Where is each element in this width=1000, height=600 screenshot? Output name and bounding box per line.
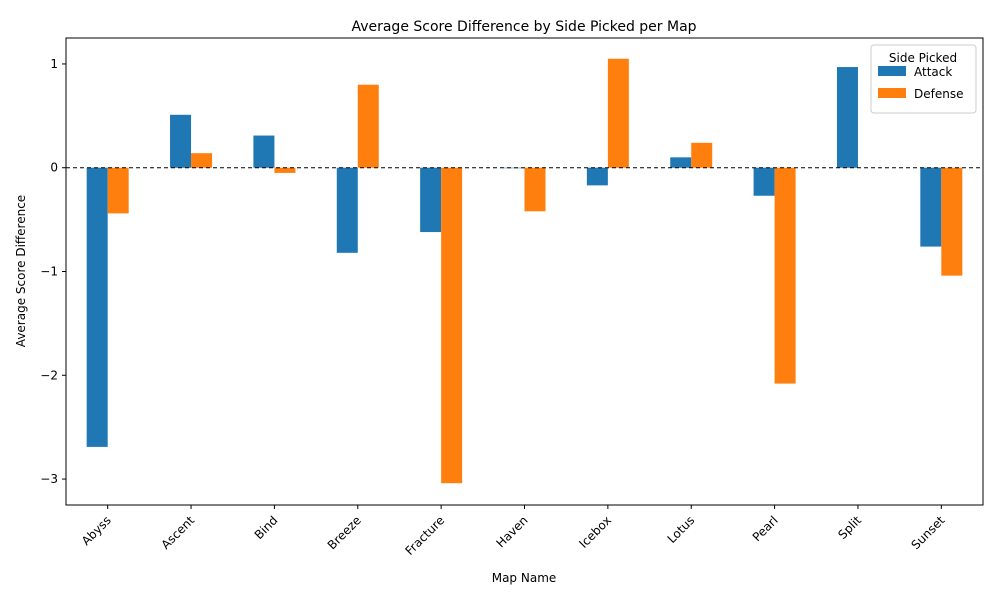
y-tick-label: −1 — [40, 265, 58, 279]
bar-defense-fracture — [441, 167, 463, 484]
bar-attack-split — [836, 67, 858, 168]
bar-attack-fracture — [420, 167, 442, 233]
legend-title: Side Picked — [889, 51, 957, 65]
bar-defense-ascent — [191, 153, 213, 168]
y-tick-label: 1 — [50, 57, 58, 71]
legend: Side Picked Attack Defense — [870, 44, 977, 114]
plot-frame — [65, 37, 984, 506]
y-tick-label: −2 — [40, 368, 58, 382]
bar-defense-icebox — [607, 58, 629, 168]
bar-defense-lotus — [691, 142, 713, 168]
bar-defense-abyss — [107, 167, 129, 214]
legend-swatch-attack — [878, 66, 906, 76]
bar-defense-pearl — [774, 167, 796, 384]
y-axis-label: Average Score Difference — [14, 195, 28, 347]
bar-attack-icebox — [586, 167, 608, 186]
y-tick-label: −3 — [40, 472, 58, 486]
bar-attack-breeze — [336, 167, 358, 253]
bar-attack-bind — [253, 135, 275, 168]
y-tick-label: 0 — [50, 161, 58, 175]
legend-swatch-defense — [878, 88, 906, 98]
bar-defense-breeze — [357, 84, 379, 168]
bar-defense-sunset — [941, 167, 963, 276]
bar-attack-pearl — [753, 167, 775, 196]
bar-attack-abyss — [86, 167, 108, 447]
bar-defense-haven — [524, 167, 546, 212]
x-axis-label: Map Name — [492, 571, 557, 585]
bar-attack-ascent — [170, 114, 192, 168]
bar-defense-bind — [274, 167, 296, 173]
chart-title: Average Score Difference by Side Picked … — [351, 19, 696, 35]
legend-label-defense: Defense — [914, 87, 963, 101]
legend-label-attack: Attack — [914, 65, 952, 79]
bar-attack-sunset — [920, 167, 942, 247]
bar-attack-lotus — [670, 157, 692, 168]
